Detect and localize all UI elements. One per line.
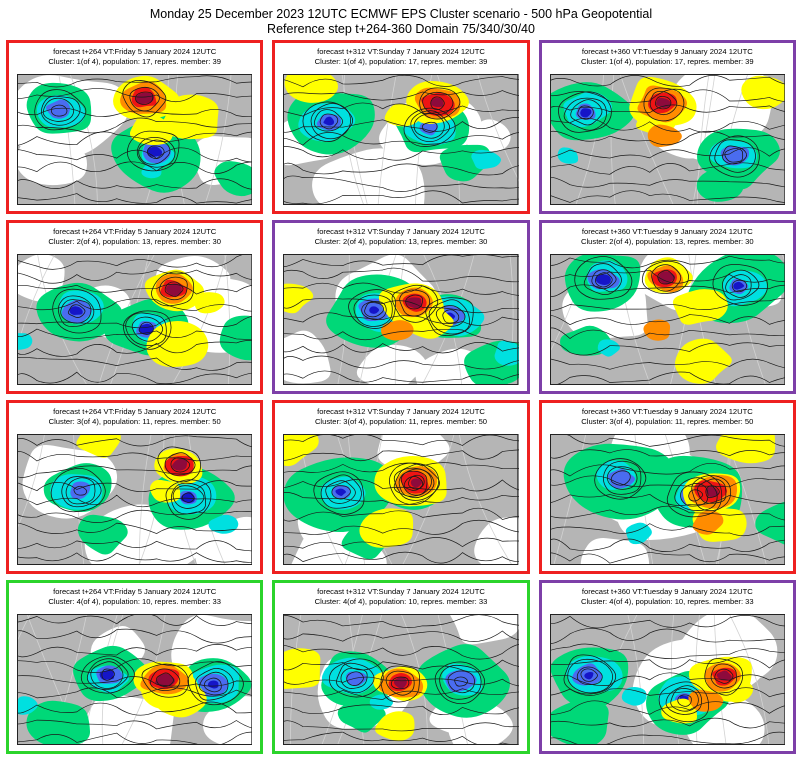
forecast-step-label: forecast t+360 VT:Tuesday 9 January 2024… bbox=[581, 587, 753, 596]
cluster-info-label: Cluster: 3(of 4), population: 11, repres… bbox=[48, 416, 221, 426]
forecast-step-label: forecast t+312 VT:Sunday 7 January 2024 … bbox=[317, 47, 485, 56]
cluster-info-label: Cluster: 3(of 4), population: 11, repres… bbox=[314, 416, 488, 426]
page-subtitle: Reference step t+264-360 Domain 75/340/3… bbox=[267, 22, 535, 36]
panel-header: forecast t+312 VT:Sunday 7 January 2024 … bbox=[275, 43, 526, 74]
cluster-info-label: Cluster: 4(of 4), population: 10, repres… bbox=[314, 596, 488, 606]
cluster-info-label: Cluster: 3(of 4), population: 11, repres… bbox=[581, 416, 754, 426]
geopotential-map bbox=[283, 434, 519, 565]
panel-header: forecast t+360 VT:Tuesday 9 January 2024… bbox=[542, 403, 793, 434]
cluster-panel-1: forecast t+264 VT:Friday 5 January 2024 … bbox=[6, 40, 264, 214]
geopotential-map bbox=[17, 254, 253, 385]
cluster-panel-2: forecast t+312 VT:Sunday 7 January 2024 … bbox=[272, 40, 530, 214]
cluster-info-label: Cluster: 1(of 4), population: 17, repres… bbox=[48, 56, 221, 66]
cluster-info-label: Cluster: 4(of 4), population: 10, repres… bbox=[48, 596, 221, 606]
cluster-panel-8: forecast t+312 VT:Sunday 7 January 2024 … bbox=[272, 400, 530, 574]
geopotential-map bbox=[283, 254, 519, 385]
cluster-panel-grid: forecast t+264 VT:Friday 5 January 2024 … bbox=[0, 37, 802, 754]
cluster-info-label: Cluster: 1(of 4), population: 17, repres… bbox=[314, 56, 488, 66]
forecast-step-label: forecast t+312 VT:Sunday 7 January 2024 … bbox=[317, 227, 485, 236]
forecast-step-label: forecast t+360 VT:Tuesday 9 January 2024… bbox=[581, 47, 753, 56]
geopotential-map bbox=[549, 254, 785, 385]
panel-header: forecast t+360 VT:Tuesday 9 January 2024… bbox=[542, 43, 793, 74]
forecast-step-label: forecast t+312 VT:Sunday 7 January 2024 … bbox=[317, 407, 485, 416]
forecast-step-label: forecast t+264 VT:Friday 5 January 2024 … bbox=[53, 407, 217, 416]
cluster-panel-11: forecast t+312 VT:Sunday 7 January 2024 … bbox=[272, 580, 530, 754]
cluster-panel-6: forecast t+360 VT:Tuesday 9 January 2024… bbox=[538, 220, 796, 394]
geopotential-map bbox=[283, 614, 519, 745]
cluster-info-label: Cluster: 1(of 4), population: 17, repres… bbox=[581, 56, 754, 66]
forecast-step-label: forecast t+264 VT:Friday 5 January 2024 … bbox=[53, 47, 217, 56]
cluster-panel-12: forecast t+360 VT:Tuesday 9 January 2024… bbox=[538, 580, 796, 754]
forecast-step-label: forecast t+264 VT:Friday 5 January 2024 … bbox=[53, 587, 217, 596]
cluster-info-label: Cluster: 4(of 4), population: 10, repres… bbox=[581, 596, 754, 606]
page-title: Monday 25 December 2023 12UTC ECMWF EPS … bbox=[149, 7, 653, 21]
panel-header: forecast t+312 VT:Sunday 7 January 2024 … bbox=[275, 583, 526, 614]
panel-header: forecast t+264 VT:Friday 5 January 2024 … bbox=[9, 223, 260, 254]
forecast-step-label: forecast t+360 VT:Tuesday 9 January 2024… bbox=[581, 407, 753, 416]
panel-header: forecast t+264 VT:Friday 5 January 2024 … bbox=[9, 43, 260, 74]
cluster-panel-3: forecast t+360 VT:Tuesday 9 January 2024… bbox=[538, 40, 796, 214]
panel-header: forecast t+312 VT:Sunday 7 January 2024 … bbox=[275, 223, 526, 254]
cluster-info-label: Cluster: 2(of 4), population: 13, repres… bbox=[581, 236, 754, 246]
panel-header: forecast t+312 VT:Sunday 7 January 2024 … bbox=[275, 403, 526, 434]
chart-title-block: Monday 25 December 2023 12UTC ECMWF EPS … bbox=[0, 0, 802, 37]
geopotential-map bbox=[17, 434, 253, 565]
cluster-panel-4: forecast t+264 VT:Friday 5 January 2024 … bbox=[6, 220, 264, 394]
geopotential-map bbox=[283, 74, 519, 205]
geopotential-map bbox=[17, 614, 253, 745]
geopotential-map bbox=[549, 434, 785, 565]
cluster-panel-9: forecast t+360 VT:Tuesday 9 January 2024… bbox=[538, 400, 796, 574]
cluster-panel-5: forecast t+312 VT:Sunday 7 January 2024 … bbox=[272, 220, 530, 394]
panel-header: forecast t+264 VT:Friday 5 January 2024 … bbox=[9, 583, 260, 614]
forecast-step-label: forecast t+264 VT:Friday 5 January 2024 … bbox=[53, 227, 217, 236]
geopotential-map bbox=[17, 74, 253, 205]
cluster-panel-7: forecast t+264 VT:Friday 5 January 2024 … bbox=[6, 400, 264, 574]
cluster-info-label: Cluster: 2(of 4), population: 13, repres… bbox=[314, 236, 488, 246]
panel-header: forecast t+360 VT:Tuesday 9 January 2024… bbox=[542, 583, 793, 614]
forecast-step-label: forecast t+312 VT:Sunday 7 January 2024 … bbox=[317, 587, 485, 596]
cluster-panel-10: forecast t+264 VT:Friday 5 January 2024 … bbox=[6, 580, 264, 754]
geopotential-map bbox=[549, 614, 785, 745]
panel-header: forecast t+360 VT:Tuesday 9 January 2024… bbox=[542, 223, 793, 254]
cluster-info-label: Cluster: 2(of 4), population: 13, repres… bbox=[48, 236, 221, 246]
geopotential-map bbox=[549, 74, 785, 205]
forecast-step-label: forecast t+360 VT:Tuesday 9 January 2024… bbox=[581, 227, 753, 236]
panel-header: forecast t+264 VT:Friday 5 January 2024 … bbox=[9, 403, 260, 434]
